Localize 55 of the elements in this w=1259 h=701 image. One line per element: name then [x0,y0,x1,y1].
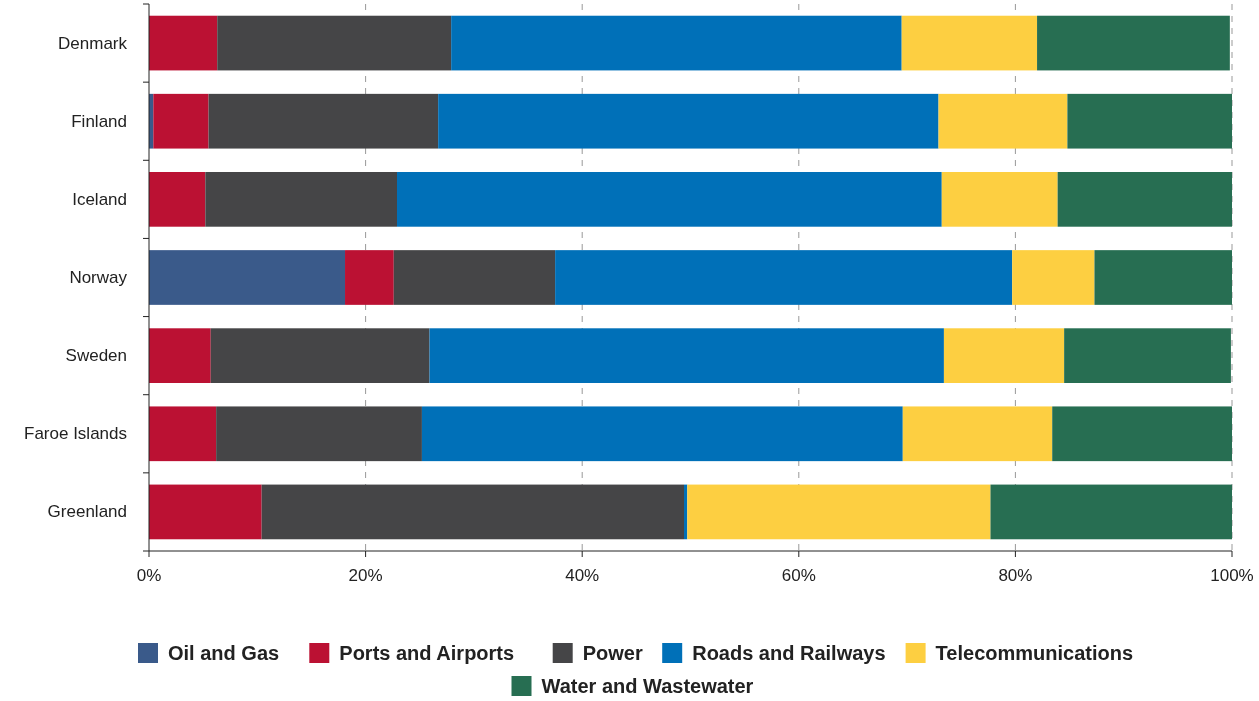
legend-label: Power [582,642,643,664]
bar [149,172,206,227]
bar [941,172,1058,227]
bar [153,93,209,149]
bar [1064,328,1231,383]
y-tick-label: Iceland [72,189,127,209]
x-tick-label: 0% [136,566,162,585]
bar [938,93,1068,149]
bar [393,250,556,305]
bar [901,15,1038,71]
bar [217,15,452,71]
y-tick-label: Denmark [58,33,128,53]
x-tick-label: 20% [348,566,383,585]
bar [451,15,902,71]
bar [149,484,262,540]
x-tick-label: 60% [781,566,816,585]
y-tick-label: Sweden [65,346,127,366]
bar [1012,250,1095,305]
bar [1052,406,1232,462]
bar [149,328,211,383]
bar [902,406,1053,462]
bar [261,484,684,540]
x-tick-label: 40% [565,566,600,585]
x-tick-label: 100% [1210,566,1254,585]
bar [1067,93,1232,149]
bar [684,484,688,540]
bar [205,172,398,227]
x-tick-label: 80% [998,566,1033,585]
y-tick-label: Norway [69,268,128,287]
bar [216,406,422,462]
bar [421,406,903,462]
legend-label: Oil and Gas [168,642,280,664]
bar [1037,15,1230,71]
bar [208,93,439,149]
legend-label: Water and Wastewater [541,675,754,697]
bar [943,328,1065,383]
y-tick-label: Finland [71,111,127,131]
legend-label: Ports and Airports [339,642,515,664]
bar [149,15,218,71]
y-tick-label: Greenland [47,502,127,522]
legend-label: Telecommunications [935,642,1134,664]
bar [438,93,939,149]
bar [1057,172,1232,227]
bar [429,328,944,383]
bar [149,250,346,305]
bar [555,250,1013,305]
bar [397,172,942,227]
y-tick-label: Faroe Islands [24,424,127,444]
bar [687,484,991,540]
bar [210,328,430,383]
bar [345,250,394,305]
legend-label: Roads and Railways [692,642,886,664]
bar [149,406,217,462]
bar [990,484,1232,540]
bar [1094,250,1232,305]
